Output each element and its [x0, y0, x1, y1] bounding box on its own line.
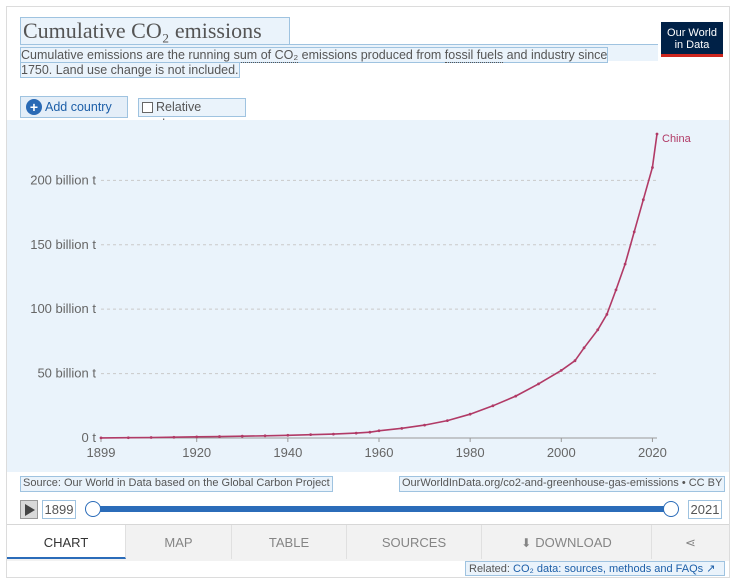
chart-area: 0 t 50 billion t 100 billion t 150 billion … — [7, 120, 729, 472]
data-point — [400, 426, 404, 430]
series-line-china — [100, 133, 658, 439]
tab-download-label: DOWNLOAD — [535, 535, 612, 550]
share-icon: ⋖ — [685, 535, 696, 550]
add-country-label: Add country — [45, 100, 112, 114]
data-point — [468, 412, 472, 416]
logo-line-2: in Data — [674, 39, 710, 51]
tab-download[interactable]: ⬇ DOWNLOAD — [482, 525, 652, 559]
data-point — [573, 359, 577, 363]
plus-icon: + — [26, 99, 42, 115]
data-point — [655, 132, 659, 136]
y-tick-label: 200 billion t — [30, 172, 96, 187]
subtitle-text-2: emissions produced from — [298, 48, 445, 62]
related-link-text[interactable]: CO₂ data: sources, methods and FAQs — [513, 563, 704, 575]
subtitle-text-1: Cumulative emissions are the running — [21, 48, 234, 62]
data-point — [368, 430, 372, 434]
data-point — [623, 262, 627, 266]
data-point — [641, 198, 645, 202]
chart-title: Cumulative CO₂ emissions — [20, 17, 290, 45]
series-label-china: China — [662, 133, 692, 145]
data-point — [559, 368, 563, 372]
data-point — [514, 394, 518, 398]
data-point — [537, 382, 540, 386]
checkbox-icon[interactable] — [142, 102, 153, 113]
subtitle-text-line2: 1750. Land use change is not included. — [20, 62, 240, 78]
data-point — [99, 436, 103, 440]
tab-chart[interactable]: CHART — [7, 525, 126, 559]
y-tick-label: 0 t — [82, 430, 97, 445]
data-point — [172, 435, 176, 439]
tab-sources[interactable]: SOURCES — [347, 525, 482, 559]
data-point — [149, 436, 153, 439]
chart-subtitle: Cumulative emissions are the running sum… — [20, 47, 610, 78]
timeline-start-handle[interactable] — [85, 501, 101, 517]
data-point — [332, 432, 335, 436]
x-tick-label: 2020 — [638, 445, 667, 460]
line-chart: 0 t 50 billion t 100 billion t 150 billion … — [30, 132, 692, 460]
data-point — [632, 230, 636, 234]
data-point — [445, 419, 449, 423]
data-point — [286, 433, 290, 437]
related-prefix: Related: — [469, 563, 510, 575]
y-tick-label: 50 billion t — [37, 366, 96, 381]
y-tick-label: 100 billion t — [30, 301, 96, 316]
data-point — [354, 431, 358, 435]
data-point — [651, 166, 654, 169]
data-point — [240, 434, 244, 438]
tab-table[interactable]: TABLE — [232, 525, 347, 559]
x-tick-label: 1960 — [365, 445, 394, 460]
x-tick-label: 1920 — [182, 445, 211, 460]
related-link[interactable]: Related: CO₂ data: sources, methods and … — [465, 561, 725, 576]
download-icon: ⬇ — [521, 536, 532, 550]
data-point — [423, 423, 426, 427]
data-point — [195, 435, 199, 439]
play-button[interactable] — [20, 500, 38, 519]
owid-logo[interactable]: Our World in Data — [661, 22, 723, 57]
data-point — [263, 434, 267, 438]
tab-bar: CHART MAP TABLE SOURCES ⬇ DOWNLOAD ⋖ — [7, 524, 729, 561]
tab-map[interactable]: MAP — [126, 525, 232, 559]
x-tick-label: 1980 — [456, 445, 485, 460]
timeline-slider-track[interactable] — [92, 506, 670, 512]
share-button[interactable]: ⋖ — [652, 525, 729, 559]
data-point — [491, 404, 495, 408]
x-tick-label: 2000 — [547, 445, 576, 460]
data-point — [377, 429, 381, 433]
timeline-start-year[interactable]: 1899 — [42, 500, 76, 519]
logo-line-1: Our World — [667, 27, 717, 39]
data-point — [614, 288, 618, 292]
subtitle-link-sum[interactable]: sum of CO₂ — [233, 48, 299, 63]
x-tick-label: 1899 — [87, 445, 116, 460]
data-point — [596, 328, 600, 332]
subtitle-text-3: and industry since — [503, 48, 608, 62]
x-tick-label: 1940 — [273, 445, 302, 460]
external-link-icon: ↗ — [706, 563, 716, 575]
license-link[interactable]: OurWorldInData.org/co2-and-greenhouse-ga… — [399, 476, 726, 492]
y-tick-label: 150 billion t — [30, 237, 96, 252]
data-point — [126, 436, 130, 440]
data-point — [582, 346, 586, 350]
timeline-end-year[interactable]: 2021 — [688, 500, 722, 519]
add-country-button[interactable]: + Add country — [20, 96, 128, 118]
relative-change-toggle[interactable]: Relative change — [138, 98, 246, 131]
data-point — [605, 312, 609, 316]
data-point — [218, 435, 221, 438]
subtitle-link-fossil-fuels[interactable]: fossil fuels — [444, 48, 504, 63]
data-point — [309, 433, 313, 437]
source-note[interactable]: Source: Our World in Data based on the G… — [20, 476, 333, 492]
timeline-end-handle[interactable] — [663, 501, 679, 517]
